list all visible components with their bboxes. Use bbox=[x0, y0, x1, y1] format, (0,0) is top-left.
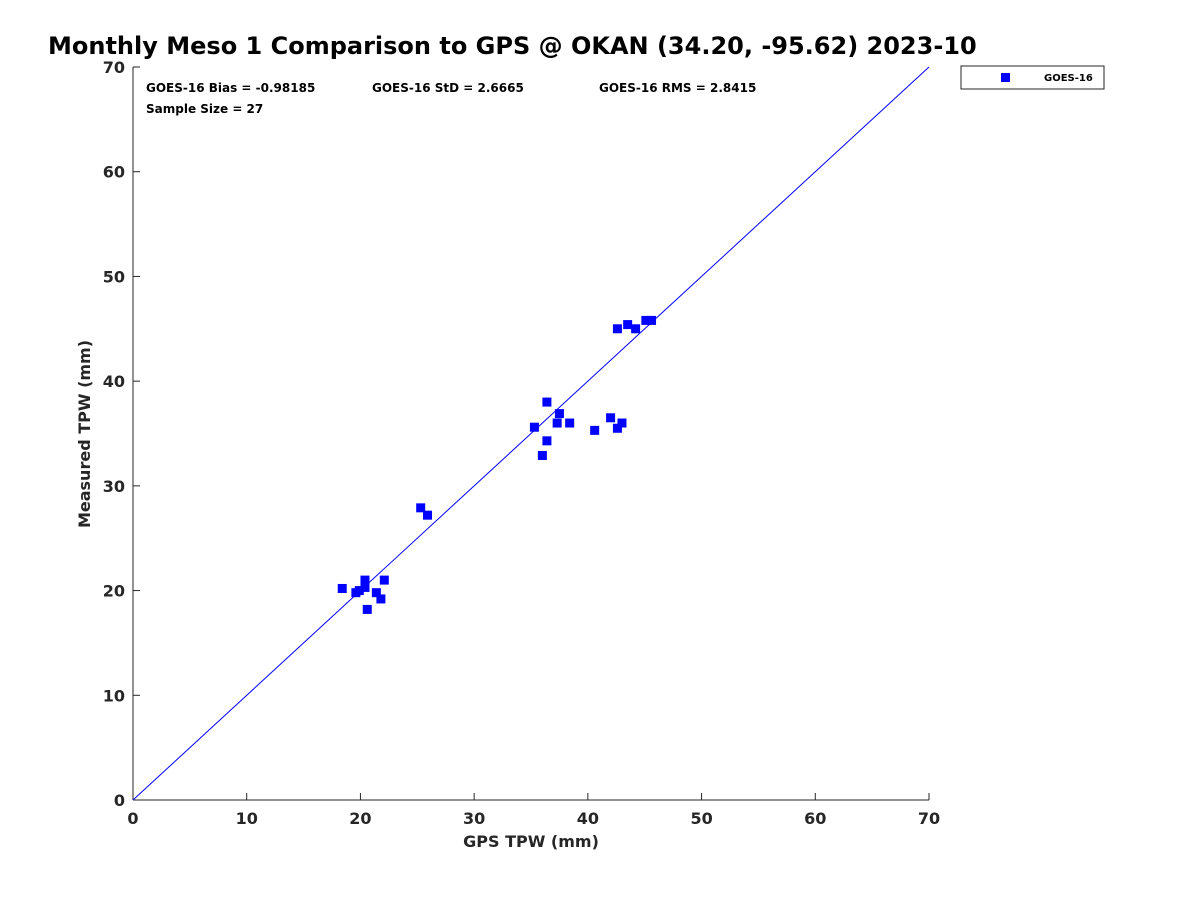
data-point bbox=[565, 418, 575, 428]
stat-std: GOES-16 StD = 2.6665 bbox=[372, 81, 524, 95]
data-point bbox=[590, 425, 600, 435]
plot-area: 0 10 20 30 40 50 60 70 0 10 20 30 40 50 60 70 bbox=[103, 58, 940, 828]
axis-ticks: 0 10 20 30 40 50 60 70 0 10 20 30 40 50 60 70 bbox=[103, 58, 940, 828]
stat-bias: GOES-16 Bias = -0.98185 bbox=[146, 81, 315, 95]
y-tick-label: 40 bbox=[103, 372, 125, 391]
y-tick-label: 60 bbox=[103, 163, 125, 182]
chart-title: Monthly Meso 1 Comparison to GPS @ OKAN … bbox=[48, 32, 977, 60]
y-axis-label: Measured TPW (mm) bbox=[75, 340, 94, 528]
data-point bbox=[617, 418, 627, 428]
data-point bbox=[647, 315, 657, 325]
data-point bbox=[542, 436, 552, 446]
data-point bbox=[641, 315, 651, 325]
data-point bbox=[554, 409, 564, 419]
data-point bbox=[537, 450, 547, 460]
data-point bbox=[542, 397, 552, 407]
legend: GOES-16 bbox=[960, 65, 1105, 90]
data-point bbox=[362, 604, 372, 614]
data-point bbox=[360, 575, 370, 585]
data-point bbox=[631, 324, 641, 334]
data-point bbox=[606, 413, 616, 423]
x-tick-label: 70 bbox=[918, 809, 940, 828]
data-point bbox=[529, 422, 539, 432]
identity-reference-line bbox=[132, 66, 930, 801]
data-point bbox=[337, 583, 347, 593]
y-tick-label: 10 bbox=[103, 686, 125, 705]
legend-label: GOES-16 bbox=[1044, 73, 1093, 84]
x-tick-label: 20 bbox=[349, 809, 371, 828]
y-tick-label: 50 bbox=[103, 267, 125, 286]
x-tick-label: 40 bbox=[577, 809, 599, 828]
x-axis-label: GPS TPW (mm) bbox=[463, 832, 599, 851]
x-tick-label: 10 bbox=[236, 809, 258, 828]
data-point bbox=[360, 582, 370, 592]
data-point bbox=[623, 320, 633, 330]
data-point bbox=[416, 503, 426, 513]
data-point bbox=[371, 588, 381, 598]
y-tick-label: 30 bbox=[103, 477, 125, 496]
x-tick-label: 50 bbox=[690, 809, 712, 828]
stat-rms: GOES-16 RMS = 2.8415 bbox=[599, 81, 756, 95]
data-point bbox=[379, 575, 389, 585]
x-tick-label: 30 bbox=[463, 809, 485, 828]
legend-box bbox=[960, 65, 1105, 90]
data-points bbox=[337, 315, 657, 614]
data-point bbox=[612, 423, 622, 433]
y-tick-label: 20 bbox=[103, 582, 125, 601]
y-tick-label: 70 bbox=[103, 58, 125, 77]
x-tick-label: 0 bbox=[127, 809, 138, 828]
legend-marker bbox=[1001, 73, 1010, 82]
data-point bbox=[612, 324, 622, 334]
data-point bbox=[354, 586, 364, 596]
stats-block: GOES-16 Bias = -0.98185 GOES-16 StD = 2.… bbox=[146, 81, 756, 116]
x-tick-label: 60 bbox=[804, 809, 826, 828]
data-point bbox=[552, 418, 562, 428]
y-tick-label: 0 bbox=[114, 791, 125, 810]
stat-sample-size: Sample Size = 27 bbox=[146, 102, 263, 116]
data-point bbox=[376, 594, 386, 604]
data-point bbox=[423, 510, 433, 520]
